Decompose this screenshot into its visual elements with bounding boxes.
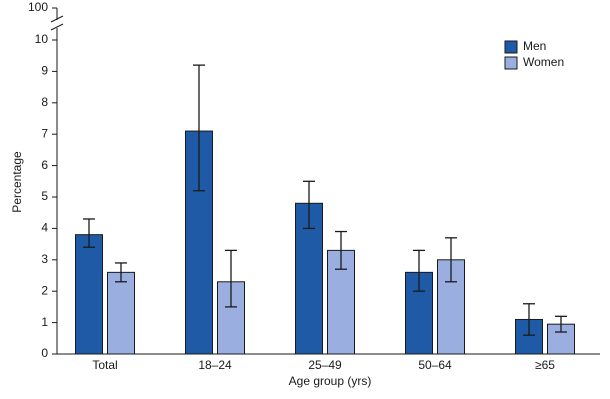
y-tick-label: 0 [41,346,48,360]
y-tick-label: 10 [35,32,49,46]
x-tick-label: Total [92,358,117,372]
x-tick-label: ≥65 [535,358,555,372]
y-tick-label: 7 [41,126,48,140]
y-tick-label: 3 [41,252,48,266]
bar [107,271,135,355]
y-tick-label: 5 [41,189,48,203]
y-tick-label: 9 [41,64,48,78]
legend-label: Women [523,55,564,69]
axis-break [50,15,64,23]
x-tick-label: 18–24 [198,358,232,372]
y-tick-label: 8 [41,95,48,109]
y-axis-label: Percentage [10,151,24,213]
legend-swatch [504,56,518,70]
y-tick-label: 6 [41,158,48,172]
legend-swatch [504,40,518,54]
y-tick-label: 100 [28,0,48,14]
y-tick-label: 2 [41,283,48,297]
axis-break [50,23,64,31]
x-axis-label: Age group (yrs) [289,374,372,388]
legend-label: Men [523,39,546,53]
y-tick-label: 1 [41,315,48,329]
x-tick-label: 50–64 [418,358,452,372]
bar [75,234,103,355]
x-tick-label: 25–49 [308,358,342,372]
y-tick-label: 4 [41,221,48,235]
